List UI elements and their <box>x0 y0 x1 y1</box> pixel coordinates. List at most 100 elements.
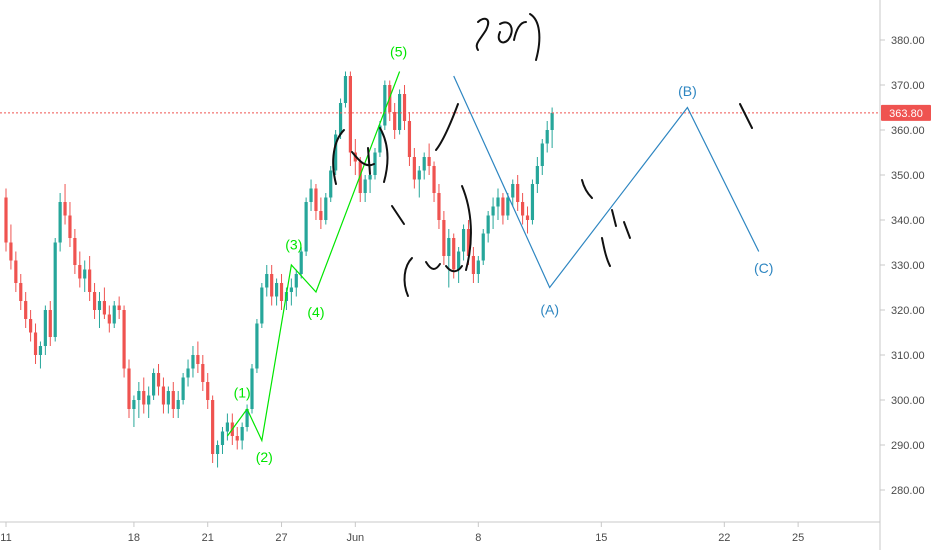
candle-86 <box>427 143 431 175</box>
x-tick-label: 27 <box>275 532 287 544</box>
candle-body <box>112 305 116 324</box>
candle-body <box>457 251 461 270</box>
elliott-wave-labels: (1) (2) (3) (4) (5) (A) (B) (C) <box>234 44 774 465</box>
y-tick-label: 350.00 <box>891 170 925 182</box>
candle-79 <box>393 103 397 139</box>
candle-83 <box>412 148 416 189</box>
candle-body <box>437 193 441 220</box>
candle-92 <box>457 247 461 283</box>
candle-11 <box>58 193 62 252</box>
y-tick-label: 370.00 <box>891 80 925 92</box>
candle-body <box>137 391 141 400</box>
candle-body <box>29 319 33 333</box>
candle-body <box>14 260 18 283</box>
candle-body <box>368 175 372 180</box>
candle-body <box>338 103 343 135</box>
x-tick-label: Jun <box>346 532 364 544</box>
candle-body <box>265 274 269 288</box>
y-tick-label: 300.00 <box>891 395 925 407</box>
candle-15 <box>78 251 82 288</box>
last-price-tag: 363.80 <box>881 104 931 121</box>
candle-body <box>324 197 328 220</box>
candle-12 <box>63 184 67 225</box>
candle-54 <box>270 265 274 306</box>
candle-body <box>176 400 180 409</box>
candle-103 <box>511 179 515 207</box>
candle-8 <box>43 305 47 355</box>
candle-body <box>314 188 318 211</box>
candle-body <box>215 445 220 454</box>
y-tick-label: 280.00 <box>891 485 925 497</box>
candle-body <box>373 152 377 175</box>
candle-body <box>53 242 57 337</box>
candle-body <box>63 202 67 216</box>
candle-9 <box>48 301 52 346</box>
candle-60 <box>299 247 303 279</box>
candle-body <box>9 242 13 261</box>
candle-body <box>525 215 530 220</box>
candle-body <box>402 94 407 121</box>
candle-80 <box>398 89 402 135</box>
candle-body <box>142 391 146 405</box>
candle-body <box>33 332 38 355</box>
candle-51 <box>255 319 259 373</box>
candle-body <box>481 233 485 261</box>
candle-body <box>19 283 23 301</box>
candle-body <box>275 283 279 297</box>
candle-body <box>540 143 544 166</box>
candle-body <box>225 422 229 432</box>
candle-47 <box>235 427 239 450</box>
candle-82 <box>407 112 412 166</box>
candle-1 <box>9 224 13 270</box>
candle-body <box>43 310 47 346</box>
candle-62 <box>309 179 313 211</box>
wave-line-0 <box>226 71 401 443</box>
candle-body <box>511 184 515 198</box>
last-price-tag-label: 363.80 <box>889 108 923 120</box>
candle-body <box>68 215 72 238</box>
candle-body <box>491 206 495 216</box>
candle-body <box>530 184 535 220</box>
candle-body <box>260 287 264 324</box>
candle-101 <box>501 193 505 225</box>
candle-4 <box>24 292 28 328</box>
candle-42 <box>211 395 215 463</box>
x-tick-label: 25 <box>792 532 804 544</box>
candle-body <box>147 395 151 405</box>
wave-label-4: (5) <box>390 44 407 60</box>
candle-body <box>329 170 333 198</box>
candle-31 <box>156 364 161 396</box>
candle-68 <box>338 98 343 139</box>
candle-body <box>270 274 274 297</box>
candle-21 <box>107 305 111 333</box>
candle-body <box>73 238 77 265</box>
candle-64 <box>319 197 323 229</box>
wave-label-3: (4) <box>307 304 324 320</box>
candle-body <box>255 323 259 369</box>
candle-77 <box>383 80 387 130</box>
candle-58 <box>289 278 293 306</box>
candle-20 <box>102 287 106 319</box>
candle-93 <box>461 224 466 261</box>
candle-body <box>24 301 28 319</box>
candle-27 <box>137 382 141 418</box>
candle-105 <box>521 193 525 225</box>
candle-body <box>4 197 8 243</box>
candle-body <box>206 382 210 400</box>
candle-36 <box>181 373 185 405</box>
candle-body <box>166 391 170 405</box>
candle-body <box>476 260 480 274</box>
x-tick-label: 8 <box>475 532 481 544</box>
candle-body <box>398 94 402 130</box>
handwritten-annotations <box>332 13 753 297</box>
candle-41 <box>206 373 210 409</box>
y-tick-label: 330.00 <box>891 260 925 272</box>
candle-body <box>319 211 323 220</box>
candle-body <box>417 170 421 180</box>
candle-body <box>304 202 308 252</box>
candle-body <box>161 386 166 405</box>
candle-98 <box>486 211 490 243</box>
candle-22 <box>112 301 116 328</box>
candle-99 <box>491 197 495 229</box>
candle-75 <box>373 148 377 180</box>
